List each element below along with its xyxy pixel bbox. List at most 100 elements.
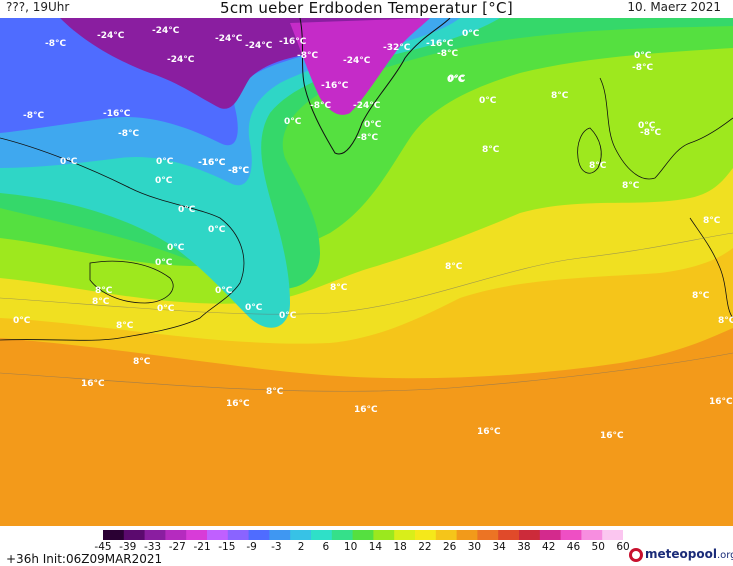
map-title: 5cm ueber Erdboden Temperatur [°C]	[220, 0, 513, 17]
header-left-label: ???, 19Uhr	[6, 0, 70, 14]
temperature-label: 8°C	[718, 316, 733, 326]
temperature-label: 16°C	[354, 405, 378, 415]
colorbar-swatch	[248, 530, 270, 540]
temperature-label: 0°C	[634, 51, 652, 61]
temperature-label: -8°C	[632, 63, 653, 73]
colorbar-tick-label: 60	[616, 541, 630, 553]
footer-bar: -45 -39 -33 -27 -21 -15 -9 -3 2 6 10 14 18 22 26 30 34 38…	[0, 526, 733, 566]
temperature-label: 0°C	[638, 121, 656, 131]
colorbar-swatch	[435, 530, 458, 540]
greenland-coastline	[299, 18, 451, 155]
colorbar-tick-label: 38	[517, 541, 531, 553]
meteopool-logo[interactable]: meteopool.org	[629, 547, 733, 564]
colorbar-swatch	[207, 530, 229, 540]
colorbar-tick-label: 34	[492, 541, 506, 553]
colorbar-swatch	[103, 530, 125, 540]
temperature-label: 0°C	[447, 75, 465, 85]
colorbar-tick-label: 22	[418, 541, 432, 553]
colorbar-swatch	[602, 530, 623, 540]
temperature-map: -8°C-24°C -24°C-24°C-24°C-16°C-24°C0°C-32…	[0, 18, 733, 526]
colorbar-tick-label: 26	[442, 541, 457, 553]
logo-icon	[629, 548, 643, 562]
isotherm-16	[0, 352, 733, 392]
temperature-label: -24°C	[353, 101, 381, 111]
temperature-label: 0°C	[245, 303, 263, 313]
temperature-label: 8°C	[330, 283, 348, 293]
colorbar-swatch	[373, 530, 395, 540]
colorbar-swatch	[186, 530, 208, 540]
colorbar-tick-label: 46	[566, 541, 581, 553]
header-bar: ???, 19Uhr 5cm ueber Erdboden Temperatur…	[0, 0, 733, 18]
hudson-bay-outline	[89, 260, 174, 304]
temperature-label: -8°C	[297, 51, 318, 61]
temperature-label: -24°C	[152, 26, 180, 36]
temperature-label: 16°C	[81, 379, 105, 389]
colorbar-swatch	[394, 530, 416, 540]
colorbar-tick-label: -9	[246, 541, 257, 553]
iberia-coastline	[689, 217, 733, 319]
colorbar-tick-label: -33	[143, 541, 162, 553]
forecast-date: 10. Maerz 2021	[627, 0, 721, 14]
temperature-label: 16°C	[226, 399, 250, 409]
temperature-label: 8°C	[692, 291, 710, 301]
temperature-label: -8°C	[640, 128, 661, 138]
temperature-label: 8°C	[703, 216, 721, 226]
temperature-label: 8°C	[551, 91, 569, 101]
temperature-label: 0°C	[208, 225, 226, 235]
temperature-label: -24°C	[97, 31, 125, 41]
colorbar-tick-label: -39	[119, 541, 137, 553]
colorbar-tick-label: -45	[94, 541, 112, 553]
temperature-label: -16°C	[426, 39, 454, 49]
temp-band-minus32	[290, 18, 430, 115]
colorbar-swatch	[165, 530, 187, 540]
temperature-label: 8°C	[445, 262, 463, 272]
temperature-label: -16°C	[321, 81, 349, 91]
colorbar-swatch	[331, 530, 354, 540]
lead-init-label: +36h Init:06Z09MAR2021	[6, 552, 163, 566]
temperature-label: -16°C	[198, 158, 226, 168]
colorbar-tick-label: 42	[542, 541, 556, 553]
colorbar-swatch	[560, 530, 582, 540]
temperature-label: 0°C	[157, 304, 175, 314]
temperature-label: -8°C	[228, 166, 249, 176]
colorbar-swatch	[144, 530, 166, 540]
temperature-label: 8°C	[266, 387, 284, 397]
temperature-label: 0°C	[284, 117, 302, 127]
colorbar-swatch	[498, 530, 520, 540]
temperature-label: 8°C	[116, 321, 134, 331]
temperature-label: 0°C	[215, 286, 233, 296]
colorbar-swatch	[477, 530, 499, 540]
temperature-label: 0°C	[167, 243, 185, 253]
colorbar-tick-label: 50	[591, 541, 605, 553]
colorbar-tick-label: 10	[343, 541, 358, 553]
scandinavia-coastline	[599, 77, 733, 180]
colorbar-swatch	[123, 530, 146, 540]
colorbar-swatch	[519, 530, 541, 540]
temperature-label: -16°C	[279, 37, 307, 47]
temperature-label: 0°C	[60, 157, 78, 167]
temperature-label: -8°C	[357, 133, 378, 143]
temperature-label: 0°C	[155, 258, 173, 268]
temperature-label: 0°C	[178, 205, 196, 215]
temperature-label: 8°C	[92, 297, 110, 307]
colorbar-ticks: -45 -39 -33 -27 -21 -15 -9 -3 2 6 10 14 18 22 26 30 34 38…	[94, 541, 629, 553]
canada-coastline	[0, 137, 245, 341]
colorbar-swatch	[539, 530, 562, 540]
colorbar-tick-label: 6	[322, 541, 330, 553]
colorbar-tick-label: 2	[297, 541, 305, 553]
temperature-label: -24°C	[343, 56, 371, 66]
colorbar-swatch	[456, 530, 478, 540]
temperature-label: 0°C	[156, 157, 174, 167]
colorbar-tick-label: -27	[168, 541, 186, 553]
colorbar-tick-label: -15	[218, 541, 236, 553]
temperature-label: 0°C	[448, 74, 466, 84]
colorbar-swatch	[227, 530, 250, 540]
colorbar	[103, 530, 623, 540]
temperature-label: -8°C	[23, 111, 44, 121]
temperature-label: -8°C	[118, 129, 139, 139]
temperature-label: 8°C	[133, 357, 151, 367]
logo-text: meteopool.org	[645, 547, 733, 561]
colorbar-tick-label: -21	[193, 541, 211, 553]
temperature-label: -32°C	[383, 43, 411, 53]
temperature-label: 16°C	[600, 431, 624, 441]
